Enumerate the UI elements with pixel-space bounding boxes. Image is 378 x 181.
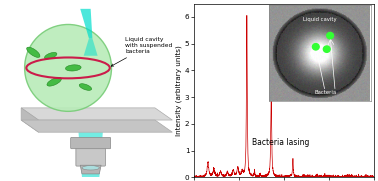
Ellipse shape: [27, 47, 40, 57]
Text: Bacteria lasing: Bacteria lasing: [252, 138, 310, 147]
Text: Liquid cavity
with suspended
bacteria: Liquid cavity with suspended bacteria: [111, 37, 173, 66]
Ellipse shape: [25, 24, 112, 111]
Ellipse shape: [82, 166, 99, 170]
Polygon shape: [21, 120, 172, 132]
Polygon shape: [84, 38, 98, 56]
Polygon shape: [79, 132, 103, 177]
Y-axis label: Intensity (arbitrary units): Intensity (arbitrary units): [175, 45, 182, 136]
Ellipse shape: [47, 77, 61, 86]
Polygon shape: [80, 165, 101, 174]
Ellipse shape: [65, 65, 81, 71]
Polygon shape: [21, 108, 172, 120]
Ellipse shape: [45, 52, 57, 59]
FancyBboxPatch shape: [71, 137, 111, 149]
Ellipse shape: [79, 84, 91, 90]
Polygon shape: [21, 108, 39, 132]
FancyBboxPatch shape: [76, 144, 105, 166]
Polygon shape: [80, 9, 92, 38]
